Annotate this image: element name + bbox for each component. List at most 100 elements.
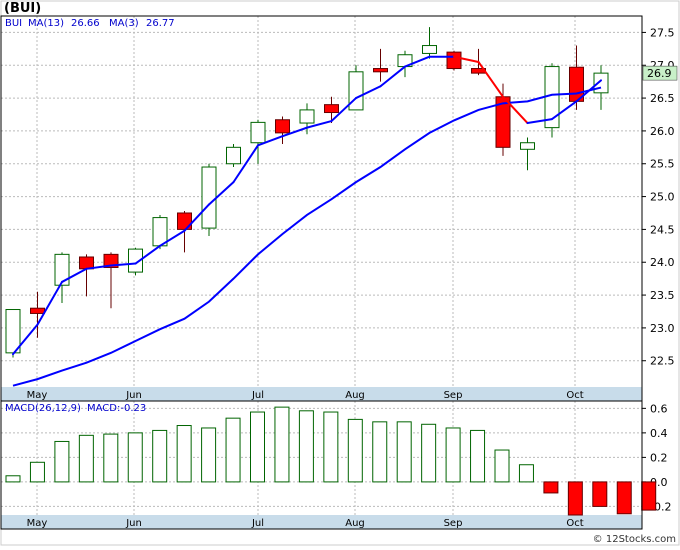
candle-up [54,253,70,286]
macd-bar-positive [518,464,534,483]
ma3-segment [183,203,210,232]
price-x-tick-label: Aug [345,390,365,401]
ma3-segment [159,229,186,247]
price-y-tick-label: 27.5 [650,26,675,39]
price-y-tick-label: 25.0 [650,191,675,204]
macd-y-tick-label: 0.6 [650,402,668,415]
legend-ma3-value: 26.77 [146,18,175,29]
ma3-segment [526,118,553,125]
candle-down [177,212,192,230]
macd-x-tick-label: Oct [566,518,583,529]
macd-value-label: MACD:-0.23 [87,403,146,414]
ma3-segment [36,280,63,326]
candle-down [30,307,45,314]
macd-x-tick-label: Jun [125,518,142,529]
macd-x-tick-label: Sep [444,518,463,529]
ma3-segment [404,55,431,68]
macd-bar-positive [494,449,510,483]
ma3-segment [61,267,88,283]
macd-bar-positive [78,434,94,483]
macd-bar-positive [250,411,265,483]
price-y-axis: 22.523.023.524.024.525.025.526.026.527.0… [642,26,675,368]
macd-bar-positive [152,429,168,483]
macd-bar-positive [29,461,45,483]
macd-bar-positive [298,410,314,483]
price-x-tick-label: Jun [125,390,142,401]
candle-up [348,71,364,111]
candle-down [79,256,94,270]
macd-bar-positive [470,429,486,483]
ma3-segment [355,85,382,100]
macd-bar-positive [5,475,21,483]
candle-down [324,104,339,114]
legend-ma3-label: MA(3) [109,18,139,29]
macd-y-tick-label: 0.4 [650,427,668,440]
candle-up [5,309,21,354]
macd-bar-positive [323,411,339,483]
macd-bar-negative [567,481,583,516]
macd-bar-positive [274,406,290,483]
candle-down [373,68,388,73]
macd-histogram [5,406,657,516]
price-x-tick-label: Oct [566,390,583,401]
macd-bar-positive [54,440,70,483]
ma3-segment [232,144,259,184]
macd-x-tick-label: May [27,518,48,529]
price-x-tick-label: May [27,390,48,401]
price-x-tick-label: Jul [251,390,264,401]
macd-bar-positive [347,418,363,483]
price-y-tick-label: 26.5 [650,92,675,105]
macd-bar-negative [641,481,657,511]
macd-bar-positive [445,427,461,483]
macd-bar-positive [127,432,143,483]
price-y-tick-label: 25.5 [650,158,675,171]
ma3-segment [575,79,602,103]
macd-x-tick-label: Jul [251,518,264,529]
symbol-title: (BUI) [4,1,41,16]
macd-x-axis-band [1,515,642,529]
candle-up [299,109,315,124]
ma3-segment [110,262,137,267]
legend-symbol: BUI [5,18,22,29]
ma3-segment [502,95,529,125]
ma3-segment [281,126,308,138]
price-x-axis-labels: May Jun Jul Aug Sep Oct [27,390,584,401]
macd-bar-negative [543,481,559,494]
last-price-badge [642,65,678,81]
price-y-tick-label: 23.5 [650,289,675,302]
macd-bar-positive [225,417,241,483]
price-y-tick-label: 24.5 [650,223,675,236]
macd-bar-positive [103,433,119,483]
ma3-segment [551,100,578,121]
macd-bar-positive [372,421,388,483]
price-y-tick-label: 22.5 [650,355,675,368]
macd-bar-positive [396,421,412,483]
price-x-tick-label: Sep [444,390,463,401]
last-price-value: 26.9 [647,67,672,80]
candle-up [226,146,241,165]
ma3-segment [85,264,112,270]
macd-bar-positive [421,423,437,483]
macd-bar-positive [176,425,192,483]
ma3-segment [134,244,161,265]
macd-y-axis: -0.20.00.20.40.6 [642,402,671,513]
candle-down [103,253,119,268]
candle-up [422,45,437,54]
ma3-segment [330,97,357,123]
moving-averages [12,55,602,387]
price-y-tick-label: 26.0 [650,125,675,138]
macd-y-tick-label: 0.2 [650,451,668,464]
watermark: © 12Stocks.com [593,534,676,545]
ma3-segment [477,60,504,98]
macd-x-axis-labels: May Jun Jul Aug Sep Oct [27,518,584,529]
candle-down [446,51,462,70]
candle-up [520,142,535,150]
price-x-axis-band [1,387,642,401]
ma3-segment [453,55,480,63]
candle-up [152,217,168,247]
ma3-segment [379,65,406,88]
macd-panel-frame [0,400,643,530]
candle-up [201,166,217,229]
